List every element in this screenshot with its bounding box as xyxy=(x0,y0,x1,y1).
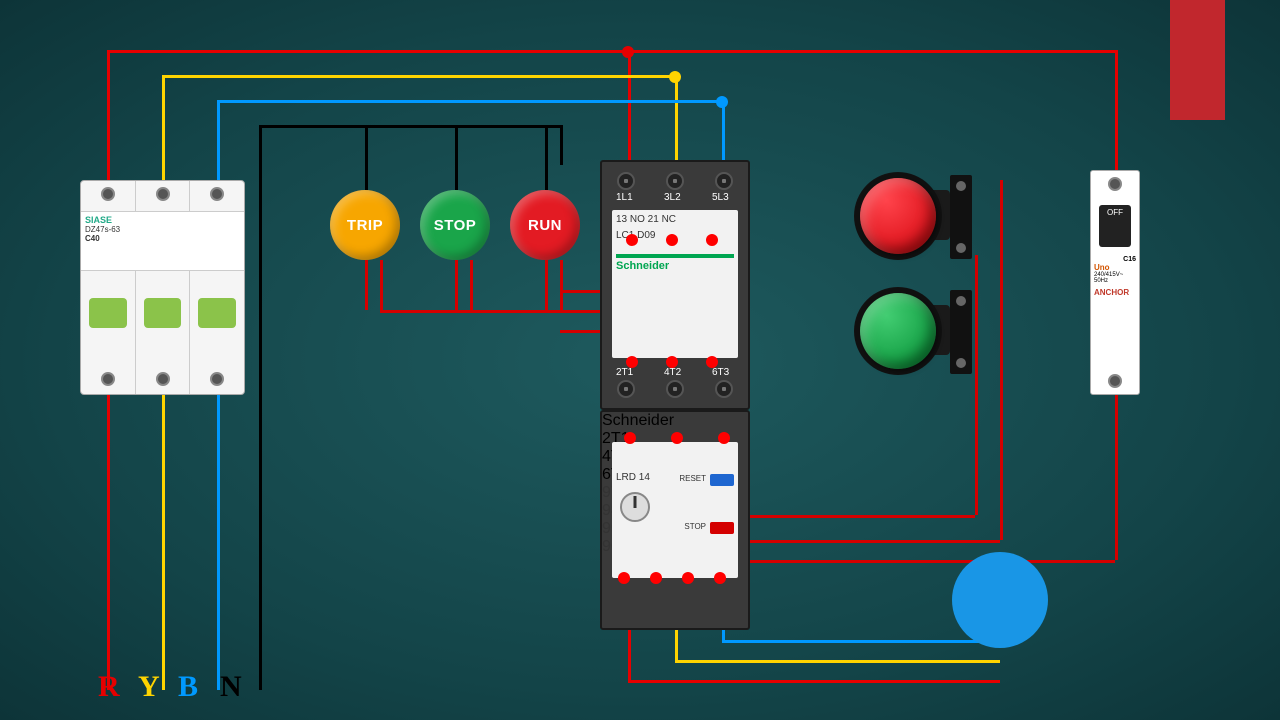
phase-label-R: R xyxy=(98,670,120,704)
overload-relay[interactable]: SchneiderLRD 14RESETSTOP2T14T26T39798959… xyxy=(600,410,750,630)
stop-pb[interactable] xyxy=(860,175,980,265)
mcb-rating: C40 xyxy=(85,234,240,243)
contactor[interactable]: 1L13L25L32T14T26T313 NO 21 NCSchneiderLC… xyxy=(600,160,750,410)
wiring-diagram: SIASEDZ47s-63C40 TRIP STOP RUN 1L13L25L32T14… xyxy=(0,0,1280,720)
indicator-stop: STOP xyxy=(420,190,490,260)
control-mcb[interactable]: OFFC16Uno240/415V~50HzANCHOR xyxy=(1090,170,1140,395)
corner-accent xyxy=(1170,0,1225,120)
indicator-run: RUN xyxy=(510,190,580,260)
three-pole-mcb[interactable]: SIASEDZ47s-63C40 xyxy=(80,180,245,395)
phase-label-N: N xyxy=(220,670,242,704)
phase-label-B: B xyxy=(178,670,198,704)
contactor-brand: Schneider xyxy=(616,260,669,272)
start-pb[interactable] xyxy=(860,290,980,380)
overload-model: LRD 14 xyxy=(616,472,650,483)
phase-label-Y: Y xyxy=(138,670,160,704)
motor-node xyxy=(952,552,1048,648)
overload-brand: Schneider xyxy=(602,412,748,430)
mcb-brand: SIASE xyxy=(85,215,240,225)
mcb-model: DZ47s-63 xyxy=(85,225,240,234)
indicator-trip: TRIP xyxy=(330,190,400,260)
